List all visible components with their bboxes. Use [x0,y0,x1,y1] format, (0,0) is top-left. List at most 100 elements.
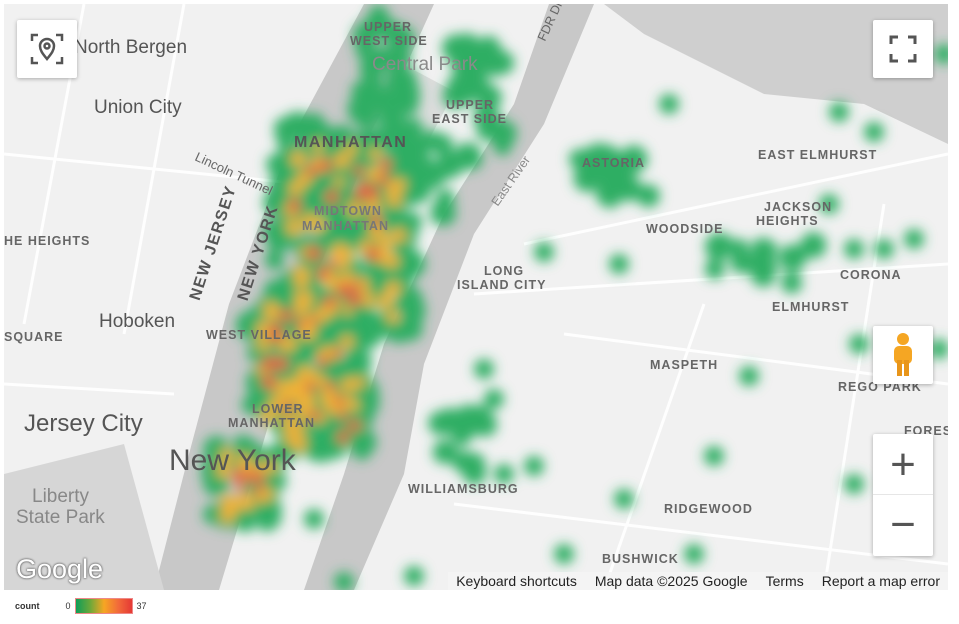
heat-blob [340,377,356,393]
heat-blob [829,102,849,122]
heat-blob [493,137,512,156]
heat-blob [288,181,303,196]
label-woodside: WOODSIDE [646,222,724,236]
map-data-text: Map data ©2025 Google [594,573,748,589]
heat-blob [412,165,439,192]
heat-blob [393,178,407,191]
heat-blob [340,335,354,349]
street-view-button[interactable] [873,326,933,384]
heat-blob [307,164,318,175]
heat-blob [614,489,634,509]
heat-blob [256,511,278,532]
heat-blob [292,376,308,392]
heat-blob [386,192,402,207]
heat-blob [358,181,369,193]
heat-blob [325,381,335,391]
heat-blob [253,485,263,495]
label-astoria: ASTORIA [582,156,646,170]
heat-blob [241,395,260,414]
heat-blob [800,232,827,259]
label-bushwick: BUSHWICK [602,552,679,566]
label-midtown-1: MIDTOWN [314,204,382,218]
heat-blob [236,484,246,493]
heat-blob [265,250,285,270]
heat-blob [348,419,361,432]
heat-blob [478,84,500,106]
heat-blob [285,219,301,235]
heat-blob [333,176,345,187]
heat-blob [345,143,358,156]
heat-blob [319,195,345,222]
heat-blob [397,245,417,265]
heat-blob [295,319,305,329]
heat-blob [387,321,410,344]
heat-blob [238,494,252,508]
heat-blob [322,387,338,402]
heat-blob [929,339,948,359]
heat-blob [278,336,294,352]
heat-blob [475,107,501,132]
heat-blob [355,40,374,60]
heat-blob [266,305,280,319]
heat-blob [395,286,423,314]
heat-blob [369,147,382,160]
heat-blob [317,433,340,457]
fullscreen-button[interactable] [873,20,933,78]
map[interactable]: North Bergen Union City HE HEIGHTS SQUAR… [4,4,948,590]
heat-blob [347,291,362,306]
heat-blob [328,257,338,267]
label-upper-east-1: UPPER [446,98,495,112]
heat-blob [461,410,481,431]
heat-blob [307,246,322,261]
heat-blob [370,214,383,227]
heat-blob [849,334,869,354]
label-jackson-1: JACKSON [764,200,833,214]
heat-blob [307,371,320,384]
label-lower-1: LOWER [252,402,304,416]
heat-blob [391,88,420,117]
heat-blob [844,474,864,494]
heat-blob [302,112,325,136]
label-union-city: Union City [94,97,182,118]
heat-blob [494,464,514,484]
heat-blob [404,566,424,586]
heat-blob [282,402,293,413]
zoom-in-button[interactable]: + [873,435,933,495]
heat-blob [380,158,392,171]
locate-button[interactable] [17,20,77,78]
terms-link[interactable]: Terms [765,573,804,589]
heat-blob [704,232,733,261]
label-corona: CORONA [840,268,902,282]
heat-blob [586,156,610,180]
heat-blob [430,199,457,226]
label-jackson-2: HEIGHTS [756,214,819,228]
heat-blob [237,454,252,469]
heat-blob [294,275,309,289]
label-hoboken: Hoboken [99,311,176,332]
heat-blob [704,446,724,466]
bay [4,444,164,590]
heat-blob [754,267,775,288]
report-error-link[interactable]: Report a map error [821,573,940,589]
label-jersey-city: Jersey City [24,410,143,437]
keyboard-shortcuts-link[interactable]: Keyboard shortcuts [456,573,577,589]
heat-blob [337,411,347,421]
heat-blob [337,258,350,271]
label-east-elmhurst: EAST ELMHURST [758,148,878,162]
heat-blob [636,184,660,208]
water [604,4,948,144]
zoom-controls: + − [873,434,933,556]
heat-blob [347,201,362,217]
heat-blob [334,572,354,590]
heat-blob [279,114,306,140]
zoom-out-button[interactable]: − [890,500,916,549]
heat-blob [659,94,679,114]
heat-blob [274,357,289,371]
heat-blob [609,254,629,274]
heat-blob [309,410,320,421]
heat-blob [305,382,316,392]
heat-blob [469,69,488,89]
label-liberty: Liberty [32,486,90,507]
heat-blob [296,399,311,414]
heat-blob [342,305,353,316]
